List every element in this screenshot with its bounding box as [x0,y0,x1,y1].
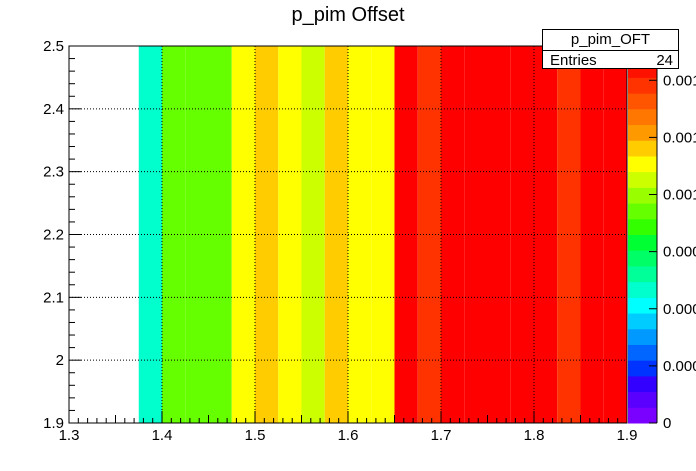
y-tick-label-3: 2.2 [43,227,64,244]
palette-swatch-4 [628,344,657,361]
palette-swatch-14 [628,187,657,204]
palette-swatch-1 [628,391,657,408]
palette-label-2: 0.000 [663,301,696,318]
heatmap-cell-11 [394,46,418,423]
palette-swatch-8 [628,281,657,298]
heatmap-cell-7 [301,46,325,423]
x-tick-label-5: 1.8 [524,427,545,444]
palette-swatch-16 [628,155,657,173]
palette-label-6: 0.001 [663,72,696,89]
x-tick-label-1: 1.4 [152,427,173,444]
palette-swatch-5 [628,328,657,345]
palette-swatch-6 [628,313,657,330]
heatmap-cell-5 [255,46,279,423]
palette-swatch-0 [628,407,657,424]
heatmap-cell-10 [371,46,395,423]
palette-swatch-11 [628,234,657,251]
heatmap-cell-1 [162,46,186,423]
heatmap-cell-2 [185,46,209,423]
heatmap-cell-19 [580,46,604,423]
heatmap-cell-15 [487,46,511,423]
chart-title: p_pim Offset [291,4,405,26]
palette-swatch-2 [628,375,657,393]
palette-swatch-18 [628,124,657,141]
stats-entries-value: 24 [656,52,673,69]
palette-label-1: 0.000 [663,358,696,375]
y-tick-label-5: 2.4 [43,101,64,118]
palette-swatch-17 [628,140,657,157]
heatmap-cell-17 [534,46,558,423]
palette-swatch-19 [628,108,657,126]
stats-box: p_pim_OFT Entries 24 [542,29,679,69]
palette-swatch-20 [628,93,657,110]
stats-entries-label: Entries [550,52,597,69]
palette-label-0: 0 [663,415,671,432]
y-tick-label-4: 2.3 [43,164,64,181]
palette-swatch-21 [628,77,657,94]
palette-swatch-9 [628,265,657,283]
x-tick-label-3: 1.6 [338,427,359,444]
heatmap-cell-3 [208,46,232,423]
x-tick-label-4: 1.7 [431,427,452,444]
stats-entries-row: Entries 24 [543,51,678,70]
palette-label-3: 0.000 [663,244,696,261]
heatmap-cell-14 [464,46,488,423]
palette-label-4: 0.001 [663,187,696,204]
palette-swatch-7 [628,297,657,314]
x-tick-label-6: 1.9 [617,427,638,444]
palette-label-5: 0.001 [663,129,696,146]
y-tick-label-6: 2.5 [43,38,64,55]
palette-swatch-15 [628,171,657,188]
x-tick-label-0: 1.3 [59,427,80,444]
palette-swatch-12 [628,218,657,235]
x-tick-label-2: 1.5 [245,427,266,444]
palette-swatch-13 [628,203,657,220]
stats-name: p_pim_OFT [543,30,678,51]
heatmap-cell-18 [557,46,581,423]
y-tick-label-0: 1.9 [43,415,64,432]
heatmap-cell-13 [441,46,465,423]
heatmap-cell-9 [348,46,372,423]
y-tick-label-1: 2 [56,352,64,369]
y-tick-label-2: 2.1 [43,289,64,306]
palette-swatch-3 [628,360,657,377]
palette-swatch-10 [628,250,657,267]
heatmap-cell-6 [278,46,302,423]
